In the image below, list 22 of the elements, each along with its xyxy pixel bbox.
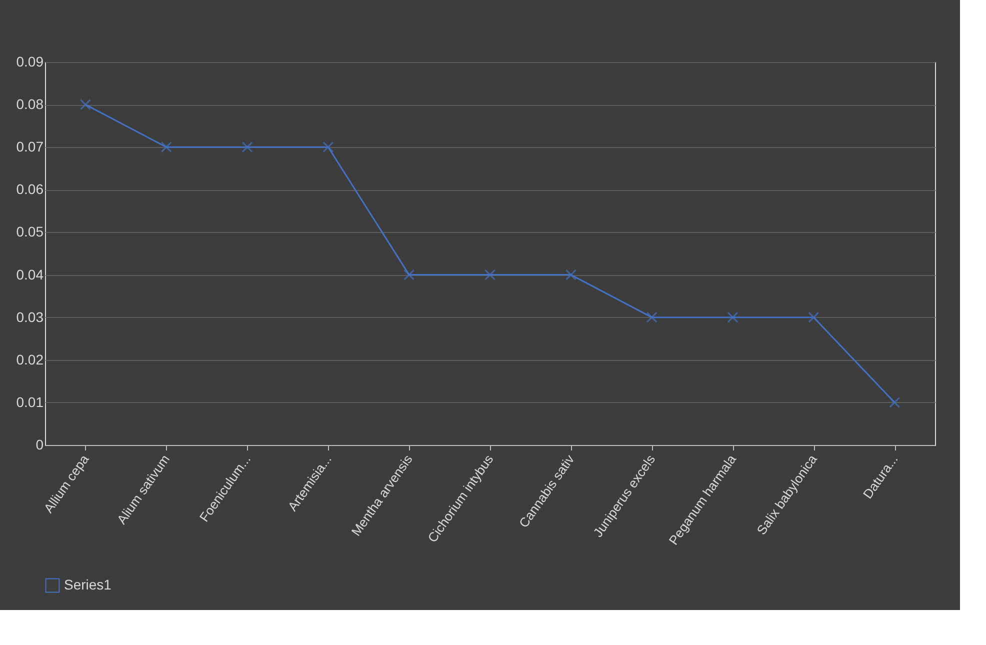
point <box>565 269 576 280</box>
point <box>727 312 738 323</box>
y-tick-label: 0 <box>36 436 44 452</box>
point <box>808 312 820 323</box>
y-tick-label: 0.05 <box>16 224 44 240</box>
y-tick-label: 0.08 <box>16 96 44 112</box>
legend-label: Series1 <box>64 576 112 592</box>
point <box>322 142 334 153</box>
y-tick-label: 0.07 <box>16 138 44 155</box>
y-tick-label: 0.02 <box>16 351 44 368</box>
y-tick-label: 0.09 <box>16 54 44 70</box>
y-tick-label: 0.01 <box>16 394 44 410</box>
y-tick-label: 0.03 <box>16 308 44 325</box>
point <box>160 142 172 153</box>
point <box>404 269 415 280</box>
y-tick-label: 0.06 <box>16 181 44 198</box>
y-tick-label: 0.04 <box>16 266 44 282</box>
point <box>484 269 496 280</box>
point <box>646 312 658 323</box>
point <box>242 142 253 153</box>
point <box>80 99 91 110</box>
point <box>889 396 900 408</box>
